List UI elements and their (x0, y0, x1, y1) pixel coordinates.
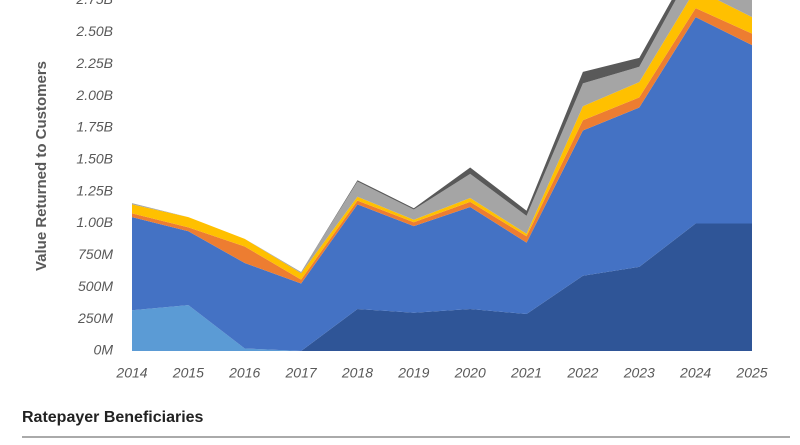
y-tick-label: 2.75B (75, 0, 113, 7)
x-tick-label: 2018 (341, 365, 373, 381)
x-tick-label: 2021 (510, 365, 542, 381)
x-tick-label: 2023 (623, 365, 655, 381)
y-tick-label: 1.25B (76, 182, 113, 198)
x-tick-label: 2016 (228, 365, 260, 381)
y-tick-label: 2.50B (75, 23, 113, 39)
section-title: Ratepayer Beneficiaries (22, 409, 204, 426)
y-tick-label: 500M (78, 278, 113, 294)
y-tick-label: 250M (77, 310, 113, 326)
x-tick-label: 2025 (735, 365, 767, 381)
y-tick-label: 1.50B (76, 151, 113, 167)
y-tick-label: 1.00B (76, 214, 113, 230)
y-tick-label: 2.00B (75, 87, 113, 103)
y-tick-label: 2.25B (75, 55, 113, 71)
y-tick-label: 1.75B (76, 119, 113, 135)
area (132, 305, 752, 351)
x-tick-label: 2014 (115, 365, 147, 381)
x-tick-label: 2015 (172, 365, 204, 381)
x-tick-label: 2017 (285, 365, 318, 381)
area (132, 223, 752, 351)
y-axis-label: Value Returned to Customers (33, 61, 50, 271)
x-tick-label: 2019 (397, 365, 429, 381)
x-tick-label: 2020 (454, 365, 486, 381)
y-tick-label: 750M (78, 246, 113, 262)
area (132, 17, 752, 351)
y-tick-label: 0M (94, 342, 114, 358)
x-tick-label: 2022 (566, 365, 598, 381)
x-tick-label: 2024 (679, 365, 711, 381)
